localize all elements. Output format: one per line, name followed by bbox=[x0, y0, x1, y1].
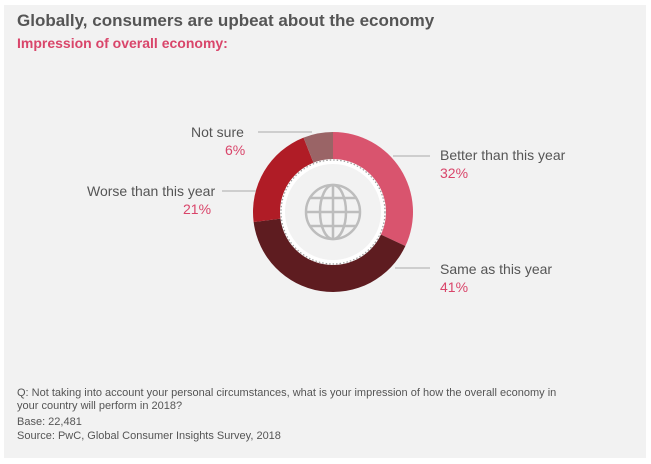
globe-icon bbox=[304, 183, 362, 241]
value-worse: 21% bbox=[183, 201, 212, 217]
label-better: Better than this year bbox=[440, 147, 566, 163]
label-not-sure: Not sure bbox=[191, 124, 244, 140]
label-same: Same as this year bbox=[440, 261, 553, 277]
value-not-sure: 6% bbox=[225, 142, 246, 158]
footer-base: Base: 22,481 bbox=[17, 416, 82, 428]
footer-question-cont: your country will perform in 2018? bbox=[17, 400, 183, 412]
footer-source: Source: PwC, Global Consumer Insights Su… bbox=[17, 430, 281, 442]
chart-title: Globally, consumers are upbeat about the… bbox=[17, 11, 435, 30]
chart-subtitle: Impression of overall economy: bbox=[17, 35, 228, 51]
dotted-ring bbox=[280, 159, 386, 265]
value-better: 32% bbox=[440, 165, 469, 181]
value-same: 41% bbox=[440, 279, 469, 295]
footer-question: Q: Not taking into account your personal… bbox=[17, 387, 557, 399]
label-worse: Worse than this year bbox=[87, 183, 216, 199]
